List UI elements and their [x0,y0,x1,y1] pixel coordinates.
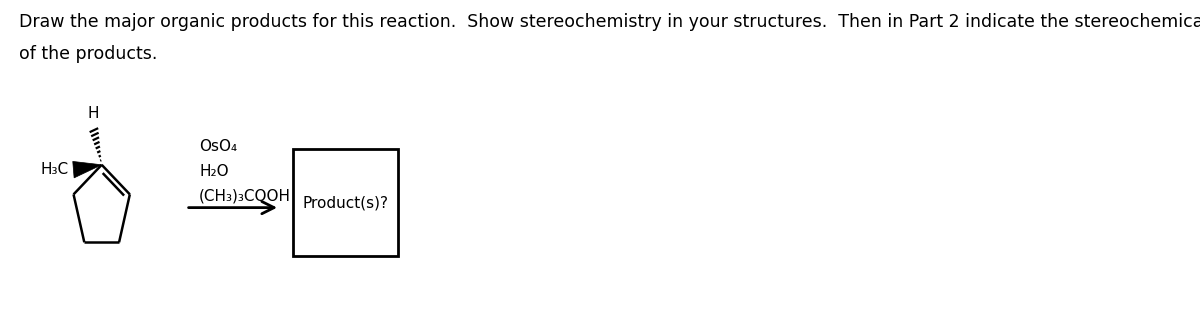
Text: H₃C: H₃C [41,162,68,177]
Text: OsO₄: OsO₄ [199,139,238,154]
Text: Product(s)?: Product(s)? [302,195,389,210]
Text: Draw the major organic products for this reaction.  Show stereochemistry in your: Draw the major organic products for this… [19,13,1200,31]
Text: of the products.: of the products. [19,45,157,63]
Text: H: H [88,106,98,121]
Bar [293,149,397,256]
Text: H₂O: H₂O [199,165,229,179]
Text: (CH₃)₃COOH: (CH₃)₃COOH [199,189,292,204]
Polygon shape [73,161,102,178]
